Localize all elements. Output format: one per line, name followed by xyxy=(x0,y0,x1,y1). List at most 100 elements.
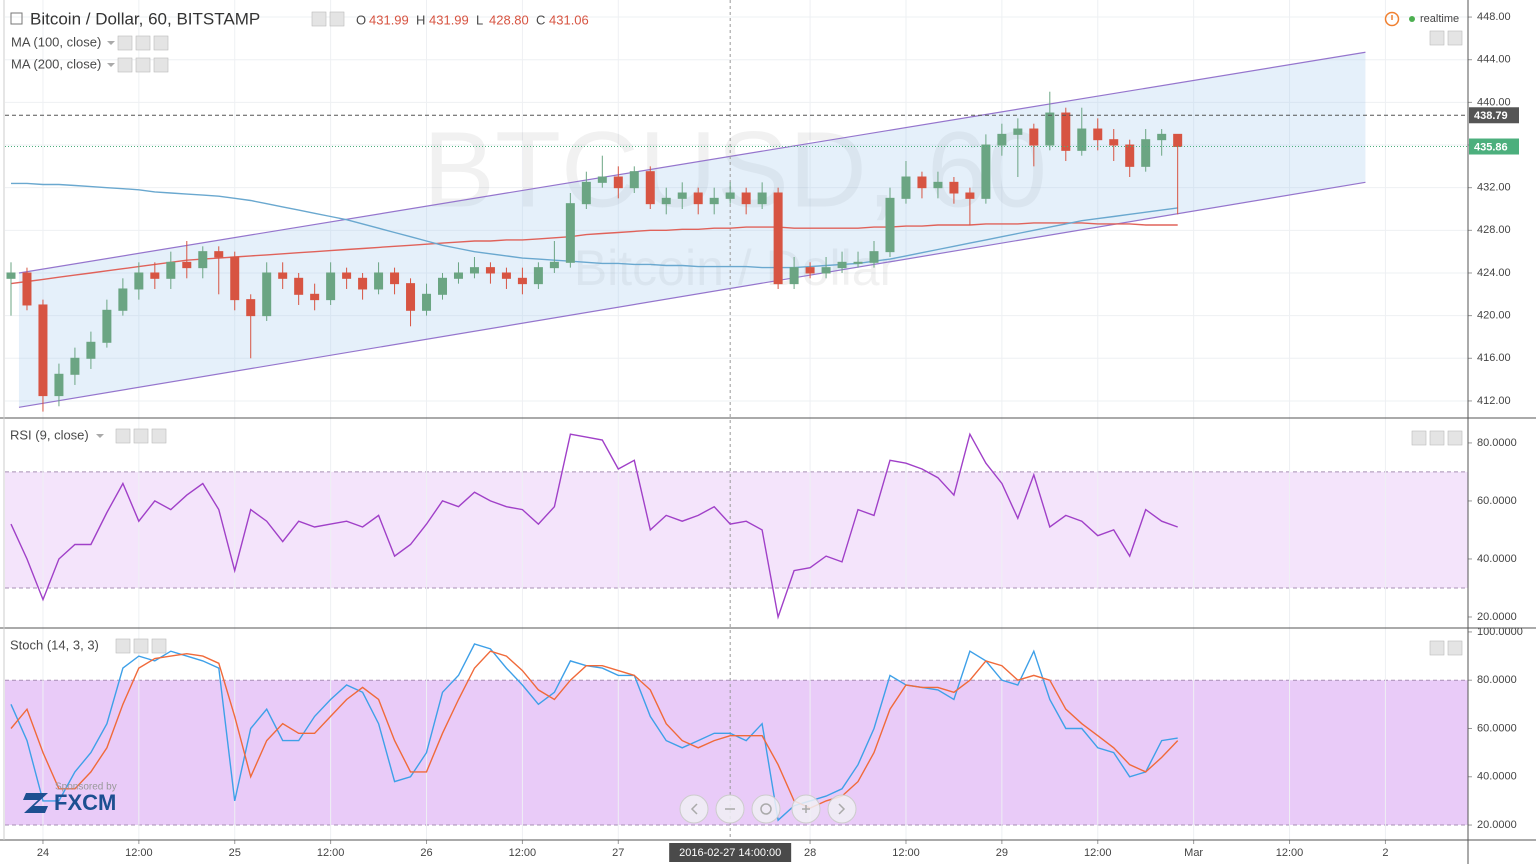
candle-body xyxy=(150,272,160,279)
pane-button[interactable] xyxy=(1447,430,1463,446)
legend-icon[interactable] xyxy=(329,11,345,27)
candle-body xyxy=(246,299,256,317)
candle-body xyxy=(853,261,863,264)
pane-button[interactable] xyxy=(1429,30,1445,46)
candle-body xyxy=(773,192,783,285)
legend-icon[interactable] xyxy=(311,11,327,27)
legend-icon[interactable] xyxy=(153,57,169,73)
crosshair-label-box xyxy=(669,843,792,862)
candle-body xyxy=(869,251,879,263)
candle-body xyxy=(533,267,543,285)
alert-icon[interactable] xyxy=(1384,11,1400,27)
legend-icon[interactable] xyxy=(135,57,151,73)
ohlc-key: O xyxy=(356,12,366,27)
stoch-legend: Stoch (14, 3, 3) xyxy=(10,637,99,652)
x-tick-label: 12:00 xyxy=(509,847,537,859)
candle-body xyxy=(1077,128,1087,151)
candle-body xyxy=(278,272,288,279)
candle-body xyxy=(805,267,815,274)
candle-body xyxy=(933,181,943,189)
y-tick-label: 412.00 xyxy=(1477,395,1511,407)
y-tick-label: 100.0000 xyxy=(1477,626,1523,638)
candle-body xyxy=(86,341,96,359)
ohlc-value: 431.99 xyxy=(429,12,469,27)
pane-button[interactable] xyxy=(1411,430,1427,446)
stoch-line xyxy=(10,643,1178,822)
legend-arrow xyxy=(107,63,115,67)
band xyxy=(5,471,1468,588)
x-tick-label: 12:00 xyxy=(125,847,153,859)
candle-body xyxy=(374,272,384,290)
candle-body xyxy=(629,171,639,189)
collapse-icon[interactable] xyxy=(10,12,23,25)
candle-body xyxy=(422,293,432,311)
price-label-box xyxy=(1469,107,1519,124)
candle-body xyxy=(901,176,911,199)
sponsor: Sponsored by xyxy=(55,782,117,793)
candle-body xyxy=(342,272,352,279)
candle-body xyxy=(214,251,224,258)
legend-icon[interactable] xyxy=(117,35,133,51)
x-tick-label: 2 xyxy=(1382,847,1388,859)
y-tick-label: 448.00 xyxy=(1477,11,1511,23)
x-tick-label: 28 xyxy=(804,847,816,859)
status: realtime xyxy=(1420,13,1459,25)
ohlc-key: L xyxy=(476,12,483,27)
legend-icon[interactable] xyxy=(117,57,133,73)
candle-body xyxy=(134,272,144,290)
pane-button[interactable] xyxy=(1429,640,1445,656)
candle-body xyxy=(485,267,495,274)
candle-body xyxy=(965,192,975,199)
x-tick-label: Mar xyxy=(1184,847,1203,859)
legend-icon[interactable] xyxy=(151,428,167,444)
y-tick-label: 444.00 xyxy=(1477,54,1511,66)
candle-body xyxy=(406,283,416,311)
candle-body xyxy=(294,277,304,295)
nav-button[interactable] xyxy=(751,794,781,824)
y-tick-label: 60.0000 xyxy=(1477,495,1517,507)
candle-body xyxy=(1061,112,1071,151)
y-tick-label: 20.0000 xyxy=(1477,819,1517,831)
candle-body xyxy=(1173,133,1183,148)
candle-body xyxy=(38,304,48,397)
candle-body xyxy=(438,277,448,295)
candle-body xyxy=(1125,144,1135,167)
candle-body xyxy=(230,256,240,301)
y-tick-label: 40.0000 xyxy=(1477,771,1517,783)
pane-button[interactable] xyxy=(1447,640,1463,656)
legend-icon[interactable] xyxy=(151,638,167,654)
x-tick-label: 24 xyxy=(37,847,49,859)
candle-body xyxy=(1157,133,1167,141)
legend-entry: MA (100, close) xyxy=(11,34,101,49)
legend-icon[interactable] xyxy=(133,428,149,444)
candle-body xyxy=(182,261,192,269)
legend-icon[interactable] xyxy=(115,428,131,444)
legend-icon[interactable] xyxy=(133,638,149,654)
pane-button[interactable] xyxy=(1429,430,1445,446)
rsi-line xyxy=(10,432,1178,620)
pane-button[interactable] xyxy=(1447,30,1463,46)
price-label: 438.79 xyxy=(1474,110,1508,122)
nav-button[interactable] xyxy=(827,794,857,824)
legend-icon[interactable] xyxy=(153,35,169,51)
sponsor-name: FXCM xyxy=(54,790,116,815)
sponsor-logo xyxy=(23,793,48,813)
y-tick-label: 424.00 xyxy=(1477,267,1511,279)
candle-body xyxy=(757,192,767,205)
nav-button[interactable] xyxy=(679,794,709,824)
candle-body xyxy=(997,133,1007,146)
candle-body xyxy=(789,267,799,285)
ohlc-key: C xyxy=(536,12,545,27)
candle-body xyxy=(70,357,80,375)
channel-line xyxy=(18,51,1366,274)
y-tick-label: 80.0000 xyxy=(1477,674,1517,686)
candle-body xyxy=(501,272,511,279)
rsi-legend: RSI (9, close) xyxy=(10,427,89,442)
candle-body xyxy=(821,267,831,274)
candle-body xyxy=(661,197,671,205)
nav-icons xyxy=(690,803,846,815)
legend-icon[interactable] xyxy=(135,35,151,51)
crosshair-label: 2016-02-27 14:00:00 xyxy=(679,847,781,859)
legend-icon[interactable] xyxy=(115,638,131,654)
candle-body xyxy=(1093,128,1103,141)
